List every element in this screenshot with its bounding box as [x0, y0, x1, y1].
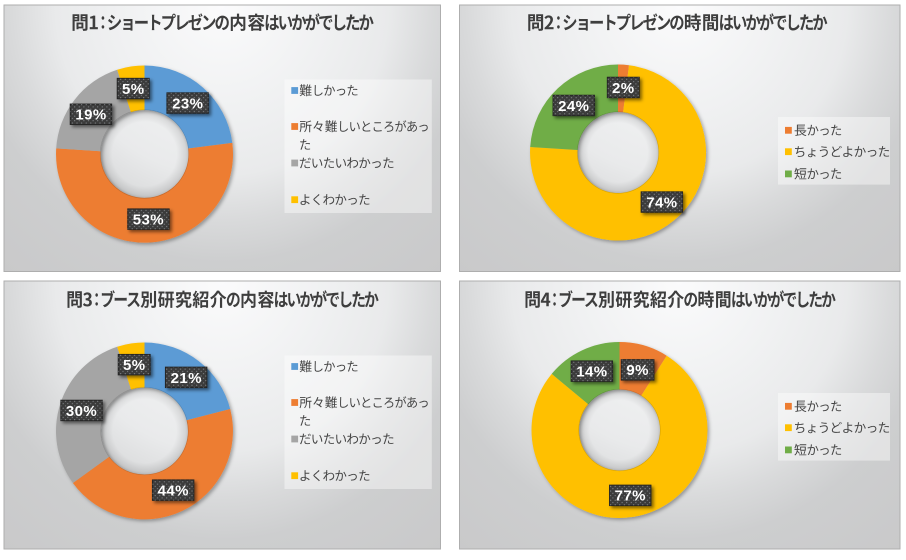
svg-text:24%: 24%	[558, 98, 589, 115]
svg-text:14%: 14%	[576, 364, 607, 381]
svg-text:21%: 21%	[171, 370, 202, 387]
svg-text:74%: 74%	[646, 195, 677, 212]
svg-text:44%: 44%	[158, 483, 189, 500]
svg-text:5%: 5%	[122, 81, 144, 98]
svg-text:2%: 2%	[612, 80, 634, 97]
svg-text:77%: 77%	[615, 488, 646, 505]
svg-text:5%: 5%	[123, 357, 145, 374]
svg-text:53%: 53%	[133, 212, 164, 229]
svg-text:19%: 19%	[75, 107, 106, 124]
svg-text:9%: 9%	[626, 362, 648, 379]
svg-text:23%: 23%	[172, 95, 203, 112]
svg-text:30%: 30%	[66, 403, 97, 420]
